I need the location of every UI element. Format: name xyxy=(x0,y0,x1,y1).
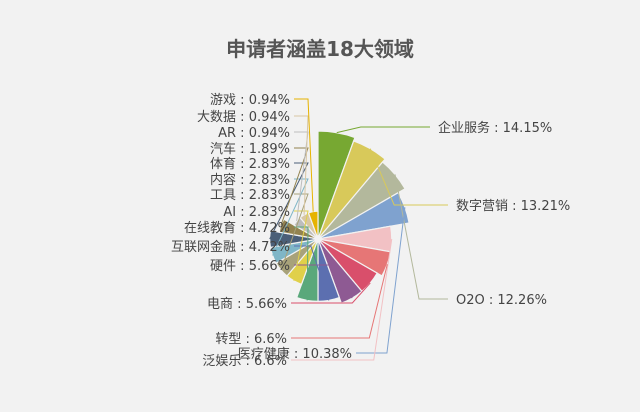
slice-label-4: 医疗健康 : 10.38% xyxy=(238,346,352,362)
slice-label-7: 电商 : 5.66% xyxy=(207,297,287,312)
slice-18 xyxy=(307,210,319,240)
slice-label-5: 泛娱乐 : 6.6% xyxy=(202,354,287,369)
leader-line-18 xyxy=(294,98,314,212)
leader-line-12 xyxy=(280,193,309,271)
leader-line-16 xyxy=(294,131,309,222)
leader-line-17 xyxy=(294,115,309,215)
leader-line-3 xyxy=(394,174,448,300)
slice-label-15: 汽车 : 1.89% xyxy=(210,141,290,157)
leaders-layer xyxy=(269,98,448,361)
leader-line-2 xyxy=(369,148,448,206)
slice-label-1: 企业服务 : 14.15% xyxy=(438,120,552,136)
leader-line-15 xyxy=(280,147,309,226)
slice-label-14: 体育 : 2.83% xyxy=(210,156,290,172)
slices-layer xyxy=(269,130,410,304)
leader-line-10 xyxy=(294,226,309,301)
slice-label-13: 内容 : 2.83% xyxy=(210,172,290,188)
slice-6 xyxy=(317,238,392,277)
leader-line-13 xyxy=(272,178,309,256)
leader-line-14 xyxy=(269,162,309,240)
slice-label-17: 大数据 : 0.94% xyxy=(197,110,290,125)
leader-line-11 xyxy=(293,210,309,281)
slice-label-2: 数字营销 : 13.21% xyxy=(456,199,570,214)
labels-layer: 企业服务 : 14.15% 数字营销 : 13.21% O2O : 12.26% 医疗… xyxy=(171,93,570,369)
slice-label-8: 硬件 : 5.66% xyxy=(210,259,290,274)
leader-line-1 xyxy=(336,126,430,134)
leader-line-4 xyxy=(356,207,406,354)
slice-label-11: AI : 2.83% xyxy=(223,205,290,220)
slice-label-3: O2O : 12.26% xyxy=(456,293,547,308)
slice-label-9: 互联网金融 : 4.72% xyxy=(171,239,290,255)
slice-label-6: 转型 : 6.6% xyxy=(215,332,287,347)
leader-line-7 xyxy=(291,282,371,304)
chart-title: 申请者涵盖18大领域 xyxy=(226,37,414,61)
leader-line-5 xyxy=(291,238,393,361)
slice-label-16: AR : 0.94% xyxy=(218,126,290,141)
slice-label-10: 在线教育 : 4.72% xyxy=(184,220,290,236)
slice-label-18: 游戏 : 0.94% xyxy=(210,93,290,108)
leader-line-6 xyxy=(291,264,388,339)
slice-label-12: 工具 : 2.83% xyxy=(210,188,290,203)
leader-line-9 xyxy=(294,245,330,301)
